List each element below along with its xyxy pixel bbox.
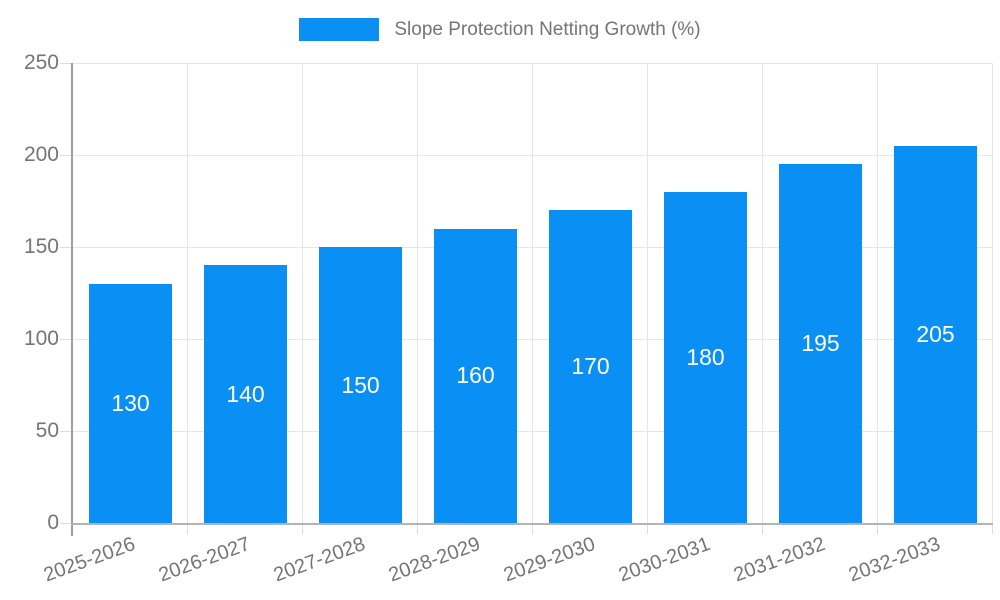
x-axis-label: 2028-2029: [385, 533, 484, 587]
bar[interactable]: 130: [89, 283, 172, 523]
y-axis-label: 250: [23, 51, 59, 74]
legend-label: Slope Protection Netting Growth (%): [394, 18, 701, 40]
bar[interactable]: 150: [319, 247, 402, 523]
bar[interactable]: 170: [549, 210, 632, 523]
h-gridline: [73, 155, 993, 156]
y-tick-mark: [60, 247, 71, 248]
y-tick-mark: [60, 431, 71, 432]
v-gridline: [647, 63, 648, 523]
y-axis-label: 100: [23, 327, 59, 350]
x-axis-label: 2026-2027: [155, 533, 254, 587]
v-gridline: [187, 63, 188, 523]
plot-area: 130 140 150 160 170 180 195 205 0 50 100 150 200 250…: [24, 51, 993, 586]
v-gridline: [762, 63, 763, 523]
y-axis-label: 150: [23, 235, 59, 258]
bar-value-label: 140: [226, 380, 265, 407]
h-gridline: [73, 339, 993, 340]
h-gridline: [73, 63, 993, 64]
y-axis-label: 50: [35, 419, 59, 442]
y-tick-mark: [60, 523, 71, 524]
x-axis-label: 2030-2031: [615, 533, 714, 587]
bar-value-label: 195: [801, 330, 840, 357]
bar-value-label: 170: [571, 353, 610, 380]
x-axis-label: 2032-2033: [845, 533, 944, 587]
h-gridline: [73, 431, 993, 432]
x-tick-mark: [187, 525, 188, 534]
y-axis-label: 200: [23, 143, 59, 166]
v-gridline: [302, 63, 303, 523]
bar-value-label: 130: [111, 389, 150, 416]
x-tick-mark: [647, 525, 648, 534]
x-axis-label: 2027-2028: [270, 533, 369, 587]
x-tick-mark: [762, 525, 763, 534]
v-gridline: [877, 63, 878, 523]
x-tick-mark: [532, 525, 533, 534]
y-tick-mark: [60, 63, 71, 64]
bar[interactable]: 140: [204, 265, 287, 523]
bar[interactable]: 180: [664, 191, 747, 523]
bar-value-label: 160: [456, 362, 495, 389]
legend[interactable]: Slope Protection Netting Growth (%): [0, 18, 1000, 41]
y-axis-label: 0: [47, 511, 59, 534]
x-tick-mark: [302, 525, 303, 534]
v-gridline: [532, 63, 533, 523]
bar-value-label: 205: [916, 320, 955, 347]
y-tick-mark: [60, 155, 71, 156]
bar[interactable]: 160: [434, 228, 517, 523]
y-axis-line: [71, 63, 73, 536]
bar-value-label: 180: [686, 343, 725, 370]
bar[interactable]: 195: [779, 164, 862, 523]
legend-swatch: [299, 18, 380, 41]
x-axis-label: 2031-2032: [730, 533, 829, 587]
x-tick-mark: [417, 525, 418, 534]
v-gridline: [417, 63, 418, 523]
h-gridline: [73, 247, 993, 248]
v-gridline: [992, 63, 993, 523]
x-tick-mark: [877, 525, 878, 534]
y-tick-mark: [60, 339, 71, 340]
x-axis-label: 2025-2026: [40, 533, 139, 587]
x-axis-label: 2029-2030: [500, 533, 599, 587]
bar[interactable]: 205: [894, 145, 977, 523]
x-axis-line: [71, 523, 993, 525]
bar-value-label: 150: [341, 371, 380, 398]
x-tick-mark: [992, 525, 993, 534]
